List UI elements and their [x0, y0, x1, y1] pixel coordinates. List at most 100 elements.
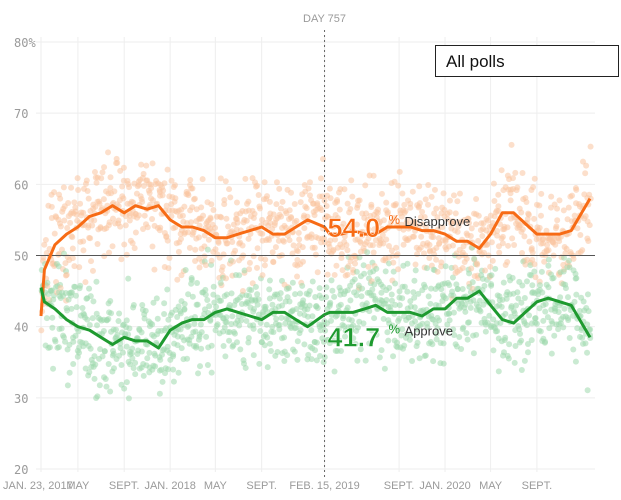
- poll-dot: [392, 202, 399, 209]
- poll-dot: [99, 353, 106, 360]
- poll-dot: [378, 347, 385, 354]
- poll-dot: [468, 265, 475, 272]
- poll-dot: [271, 222, 278, 229]
- poll-dot: [69, 255, 76, 262]
- poll-dot: [490, 316, 497, 323]
- poll-dot: [122, 222, 129, 229]
- poll-dot: [312, 347, 319, 354]
- poll-dot: [514, 184, 521, 191]
- poll-dot: [270, 329, 277, 336]
- poll-dot: [222, 353, 229, 360]
- poll-dot: [199, 176, 206, 183]
- poll-dot: [245, 339, 252, 346]
- poll-dot: [409, 188, 416, 195]
- poll-dot: [314, 305, 321, 312]
- poll-dot: [221, 196, 228, 203]
- poll-dot: [121, 385, 128, 392]
- poll-dot: [277, 290, 284, 297]
- poll-dot: [130, 199, 137, 206]
- poll-dot: [164, 237, 171, 244]
- poll-dot: [316, 285, 323, 292]
- poll-dot: [341, 186, 348, 193]
- poll-dot: [446, 317, 453, 324]
- poll-dot: [236, 322, 243, 329]
- poll-dot: [86, 369, 93, 376]
- poll-filter-select[interactable]: All polls: [435, 45, 619, 77]
- poll-dot: [554, 217, 561, 224]
- poll-dot: [348, 317, 355, 324]
- poll-dot: [294, 273, 301, 280]
- poll-dot: [497, 319, 504, 326]
- approve-percent-sign: %: [389, 322, 401, 337]
- poll-dot: [569, 192, 576, 199]
- poll-dot: [68, 289, 75, 296]
- poll-dot: [311, 244, 318, 251]
- poll-dot: [502, 334, 509, 341]
- poll-dot: [328, 215, 335, 222]
- poll-dot: [259, 272, 266, 279]
- poll-dot: [314, 269, 321, 276]
- poll-dot: [586, 222, 593, 229]
- poll-dot: [237, 346, 244, 353]
- poll-dot: [221, 324, 228, 331]
- poll-dot: [369, 242, 376, 249]
- poll-dot: [571, 212, 578, 219]
- poll-dot: [396, 302, 403, 309]
- poll-dot: [76, 264, 83, 271]
- poll-dot: [177, 326, 184, 333]
- poll-dot: [425, 201, 431, 208]
- poll-dot: [215, 239, 222, 246]
- poll-dot: [464, 336, 471, 343]
- disapprove-percent-sign: %: [389, 212, 401, 227]
- poll-dot: [49, 324, 56, 331]
- poll-dot: [101, 253, 108, 260]
- poll-dot: [381, 365, 388, 372]
- poll-dot: [251, 210, 258, 217]
- approve-label: Approve: [405, 324, 453, 339]
- poll-dot: [245, 198, 252, 205]
- poll-dot: [401, 201, 408, 208]
- disapprove-label: Disapprove: [405, 214, 471, 229]
- poll-dot: [95, 198, 102, 205]
- poll-dot: [296, 236, 303, 243]
- poll-dot: [273, 179, 280, 186]
- poll-dot: [372, 295, 379, 302]
- poll-dot: [129, 240, 136, 247]
- poll-dot: [218, 214, 225, 221]
- poll-dot: [97, 346, 104, 353]
- poll-dot: [386, 284, 393, 291]
- poll-dot: [482, 328, 489, 335]
- poll-dot: [79, 305, 86, 312]
- poll-dot: [246, 259, 253, 266]
- poll-dot: [436, 317, 443, 324]
- poll-dot: [525, 211, 532, 218]
- poll-dot: [83, 177, 90, 184]
- poll-dot: [301, 181, 308, 188]
- x-tick-label: SEPT.: [246, 480, 277, 492]
- poll-dot: [143, 162, 150, 169]
- poll-dot: [411, 294, 418, 301]
- poll-dot: [582, 340, 589, 347]
- poll-dot: [394, 251, 401, 258]
- poll-dot: [467, 232, 474, 239]
- poll-dot: [204, 361, 211, 368]
- poll-dot: [312, 251, 319, 258]
- poll-dot: [526, 238, 533, 245]
- poll-dot: [123, 343, 130, 350]
- poll-dot: [188, 275, 195, 282]
- poll-dot: [353, 221, 360, 228]
- poll-dot: [130, 365, 137, 372]
- poll-dot: [335, 325, 342, 332]
- x-tick-label: SEPT.: [522, 480, 553, 492]
- poll-dot: [564, 294, 571, 301]
- poll-dot: [357, 346, 364, 353]
- poll-dot: [496, 249, 503, 256]
- poll-dot: [175, 369, 182, 376]
- poll-dot: [486, 312, 493, 319]
- poll-dot: [281, 334, 288, 341]
- poll-dot: [118, 361, 125, 368]
- poll-dot: [500, 349, 507, 356]
- poll-dot: [545, 256, 552, 263]
- poll-dot: [234, 219, 241, 226]
- poll-dot: [461, 304, 468, 311]
